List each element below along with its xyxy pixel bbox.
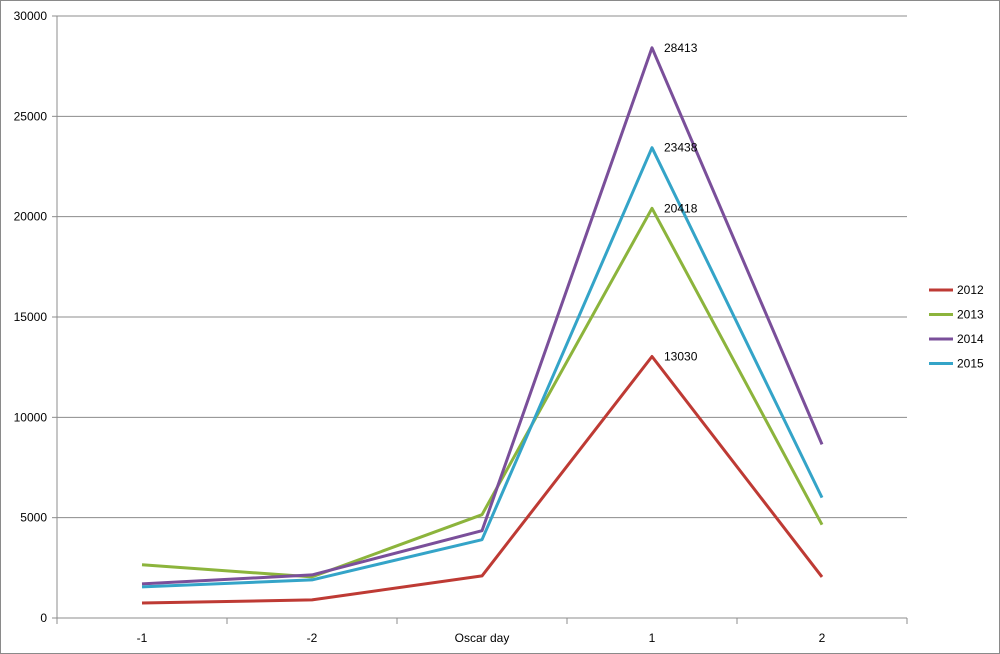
y-tick-label: 30000 xyxy=(14,9,48,23)
series-line-2015 xyxy=(141,146,824,589)
gridlines xyxy=(57,15,907,519)
series-line-2013 xyxy=(141,206,824,579)
legend: 2012 2013 2014 2015 xyxy=(929,283,984,371)
series-line-2012 xyxy=(141,355,824,605)
x-tick-label: Oscar day xyxy=(455,631,510,645)
data-label-2014: 28413 xyxy=(664,41,698,55)
data-label-2013: 20418 xyxy=(664,201,698,215)
legend-label-2012: 2012 xyxy=(957,283,984,297)
legend-label-2014: 2014 xyxy=(957,332,984,346)
y-tick-label: 25000 xyxy=(14,109,48,123)
axes: 0 5000 10000 15000 20000 25000 30000 -1 -2 Oscar … xyxy=(14,9,908,645)
legend-label-2013: 2013 xyxy=(957,308,984,322)
y-tick-label: 15000 xyxy=(14,310,48,324)
y-tick-label: 0 xyxy=(40,611,47,625)
data-labels: 13030 20418 28413 23438 xyxy=(664,41,698,364)
x-tick-label: 1 xyxy=(649,631,656,645)
legend-label-2015: 2015 xyxy=(957,357,984,371)
x-tick-label: -1 xyxy=(137,631,148,645)
series-lines xyxy=(141,46,824,605)
y-tick-label: 10000 xyxy=(14,410,48,424)
x-tick-label: -2 xyxy=(307,631,318,645)
data-label-2015: 23438 xyxy=(664,141,698,155)
series-line-2014 xyxy=(141,46,824,586)
y-tick-label: 20000 xyxy=(14,210,48,224)
y-tick-label: 5000 xyxy=(20,511,47,525)
x-tick-label: 2 xyxy=(819,631,826,645)
data-label-2012: 13030 xyxy=(664,350,698,364)
